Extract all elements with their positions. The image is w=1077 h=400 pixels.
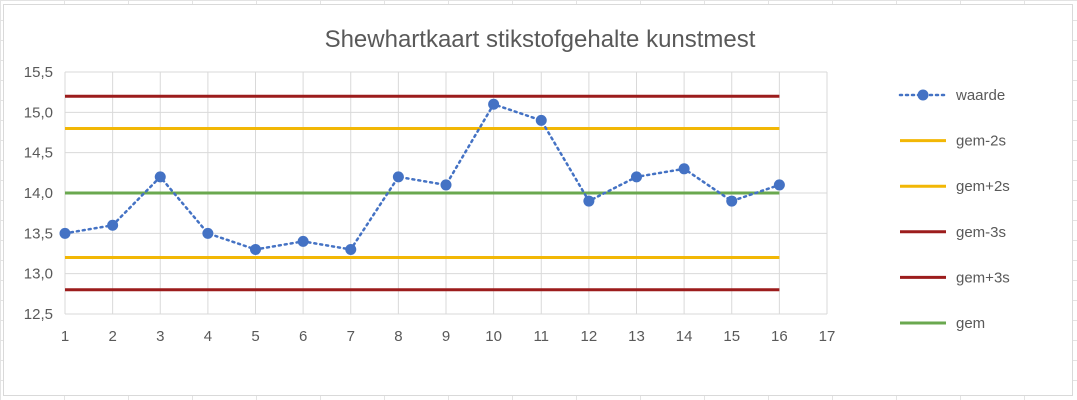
- y-tick-label: 13,5: [24, 225, 53, 242]
- y-tick-label: 15,5: [24, 64, 53, 81]
- x-tick-label: 3: [156, 328, 164, 345]
- chart-area[interactable]: Shewhartkaart stikstofgehalte kunstmest …: [3, 4, 1073, 396]
- y-tick-label: 13,0: [24, 266, 53, 283]
- data-point-12: [583, 195, 595, 207]
- data-point-4: [202, 227, 214, 239]
- x-tick-label: 15: [723, 328, 740, 345]
- shewhart-chart: Shewhartkaart stikstofgehalte kunstmest …: [24, 26, 1010, 345]
- x-tick-label: 11: [533, 328, 549, 345]
- x-tick-label: 9: [442, 328, 450, 345]
- legend-label: gem+2s: [956, 178, 1010, 195]
- y-tick-label: 12,5: [24, 306, 53, 323]
- y-tick-label: 14,0: [24, 185, 53, 202]
- legend-label: gem-3s: [956, 224, 1006, 241]
- legend-label: gem: [956, 315, 985, 332]
- data-point-2: [107, 219, 119, 231]
- legend-item-waarde[interactable]: waarde: [898, 87, 1005, 104]
- legend-item-gem-3s[interactable]: gem+3s: [900, 269, 1010, 286]
- value-series: [59, 98, 785, 255]
- y-tick-label: 15,0: [24, 104, 53, 121]
- x-tick-label: 14: [676, 328, 693, 345]
- data-point-1: [59, 227, 71, 239]
- legend-item-gem-2s[interactable]: gem-2s: [900, 133, 1006, 150]
- x-tick-label: 17: [819, 328, 836, 345]
- data-point-9: [440, 179, 452, 191]
- data-point-7: [345, 243, 357, 255]
- legend-label: gem-2s: [956, 133, 1006, 150]
- x-tick-label: 13: [628, 328, 645, 345]
- x-tick-label: 2: [108, 328, 116, 345]
- chart-title: Shewhartkaart stikstofgehalte kunstmest: [325, 26, 756, 53]
- x-tick-label: 7: [347, 328, 355, 345]
- data-point-5: [250, 243, 261, 255]
- data-point-15: [726, 195, 738, 207]
- legend-label: gem+3s: [956, 269, 1010, 286]
- data-point-10: [488, 98, 500, 110]
- data-point-8: [392, 171, 404, 183]
- data-point-3: [154, 171, 166, 183]
- x-tick-label: 6: [299, 328, 307, 345]
- y-tick-label: 14,5: [24, 145, 53, 162]
- x-tick-label: 5: [251, 328, 259, 345]
- data-point-13: [631, 171, 642, 183]
- legend-item-gem-3s[interactable]: gem-3s: [900, 224, 1006, 241]
- legend-swatch-marker: [917, 89, 929, 101]
- x-tick-label: 10: [485, 328, 502, 345]
- data-point-14: [678, 163, 690, 175]
- y-axis-ticks: 12,5 13,0 13,5 14,0 14,5 15,0 15,5: [24, 64, 53, 323]
- x-tick-label: 16: [771, 328, 788, 345]
- x-tick-label: 8: [394, 328, 402, 345]
- legend-item-gem[interactable]: gem: [900, 315, 985, 332]
- legend-label: waarde: [955, 87, 1005, 104]
- legend-item-gem-2s[interactable]: gem+2s: [900, 178, 1010, 195]
- x-tick-label: 12: [581, 328, 598, 345]
- data-point-11: [535, 114, 547, 126]
- data-point-16: [773, 179, 785, 191]
- x-tick-label: 1: [61, 328, 69, 345]
- x-tick-label: 4: [204, 328, 212, 345]
- series-line-waarde: [63, 102, 781, 251]
- legend[interactable]: waarde gem-2s gem+2s gem-3s gem+3s gem: [898, 87, 1010, 332]
- control-limit-lines: [65, 94, 780, 292]
- data-point-6: [297, 235, 309, 247]
- x-axis-ticks: 1 2 3 4 5 6 7 8 9 10 11 12 13 14 15 16 17: [61, 328, 836, 345]
